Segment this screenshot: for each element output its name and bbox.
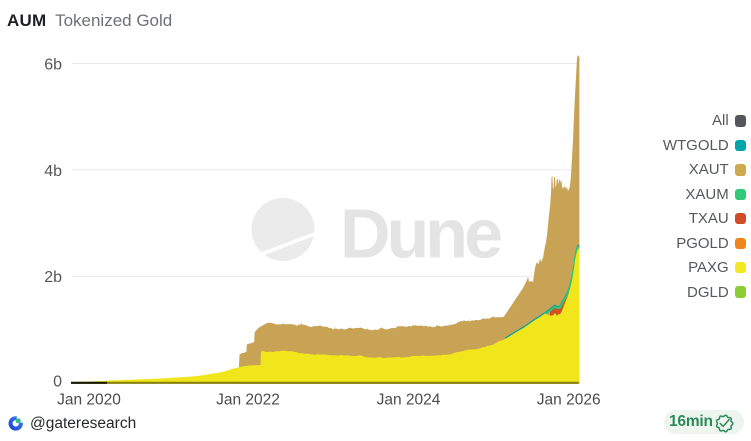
svg-text:4b: 4b [44, 163, 62, 180]
svg-text:2b: 2b [44, 269, 62, 286]
svg-text:Jan 2020: Jan 2020 [57, 392, 121, 409]
svg-text:0: 0 [53, 374, 62, 391]
svg-text:6b: 6b [44, 57, 62, 74]
svg-text:Dune: Dune [340, 195, 501, 273]
svg-text:Jan 2026: Jan 2026 [537, 392, 601, 409]
svg-text:Jan 2024: Jan 2024 [377, 392, 441, 409]
svg-text:Jan 2022: Jan 2022 [216, 392, 280, 409]
